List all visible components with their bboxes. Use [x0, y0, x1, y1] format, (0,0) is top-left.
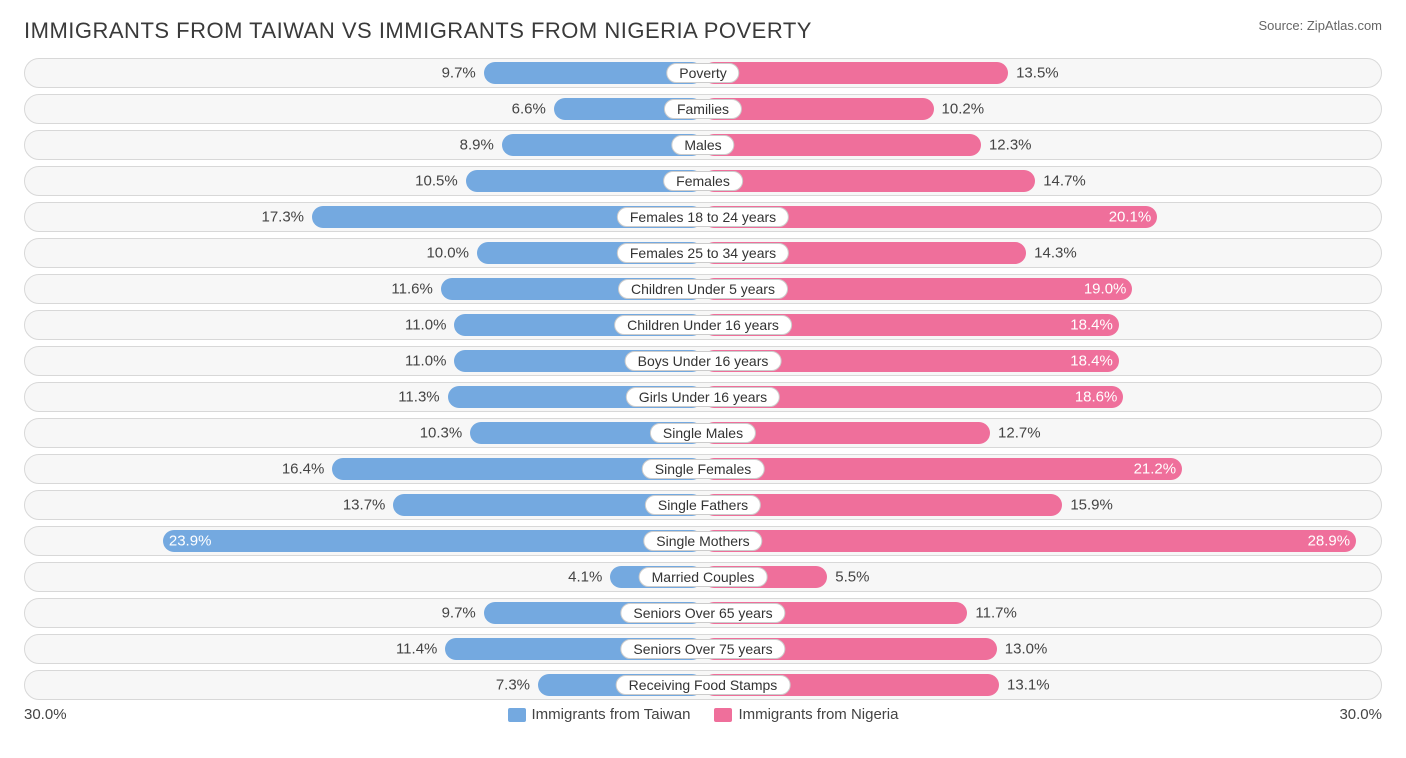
axis-max-left: 30.0% [24, 706, 67, 723]
bar-nigeria: 12.3% [703, 134, 981, 156]
category-label: Seniors Over 65 years [620, 603, 785, 623]
chart-row: 16.4% 21.2% Single Females [24, 454, 1382, 484]
category-label: Children Under 5 years [618, 279, 788, 299]
bar-nigeria: 14.7% [703, 170, 1035, 192]
bar-value-label: 13.0% [997, 641, 1048, 658]
chart-source: Source: ZipAtlas.com [1258, 18, 1382, 33]
bar-value-label: 7.3% [496, 677, 538, 694]
bar-value-label: 11.0% [405, 353, 454, 370]
bar-value-label: 15.9% [1062, 497, 1113, 514]
header: IMMIGRANTS FROM TAIWAN VS IMMIGRANTS FRO… [24, 18, 1382, 44]
legend-item-taiwan: Immigrants from Taiwan [508, 706, 691, 723]
chart-row: 9.7%13.5%Poverty [24, 58, 1382, 88]
bar-value-label: 14.7% [1035, 173, 1086, 190]
bar-value-label: 21.2% [1134, 461, 1177, 478]
chart-title: IMMIGRANTS FROM TAIWAN VS IMMIGRANTS FRO… [24, 18, 812, 44]
chart-row: 11.0% 18.4% Boys Under 16 years [24, 346, 1382, 376]
bar-nigeria: 21.2% [703, 458, 1182, 480]
chart-row: 4.1% 5.5% Married Couples [24, 562, 1382, 592]
chart-row: 17.3% 20.1% Females 18 to 24 years [24, 202, 1382, 232]
legend-label: Immigrants from Taiwan [532, 706, 691, 723]
bar-value-label: 8.9% [460, 137, 502, 154]
bar-value-label: 10.3% [420, 425, 471, 442]
chart-row: 7.3% 13.1% Receiving Food Stamps [24, 670, 1382, 700]
category-label: Females 18 to 24 years [617, 207, 789, 227]
category-label: Females [663, 171, 743, 191]
category-label: Single Males [650, 423, 756, 443]
bar-value-label: 11.0% [405, 317, 454, 334]
bar-value-label: 18.4% [1070, 317, 1113, 334]
legend-swatch-icon [714, 708, 732, 722]
bar-value-label: 28.9% [1308, 533, 1351, 550]
bar-value-label: 9.7% [442, 605, 484, 622]
category-label: Receiving Food Stamps [616, 675, 791, 695]
bar-value-label: 11.6% [391, 281, 440, 298]
chart-footer: 30.0% Immigrants from Taiwan Immigrants … [24, 706, 1382, 723]
bar-value-label: 13.7% [343, 497, 394, 514]
bar-value-label: 12.7% [990, 425, 1041, 442]
chart-row: 10.5%14.7%Females [24, 166, 1382, 196]
category-label: Single Females [642, 459, 765, 479]
chart-row: 11.6% 19.0% Children Under 5 years [24, 274, 1382, 304]
bar-value-label: 11.7% [967, 605, 1016, 622]
bar-value-label: 14.3% [1026, 245, 1077, 262]
bar-value-label: 18.4% [1070, 353, 1113, 370]
category-label: Males [671, 135, 734, 155]
bar-value-label: 10.5% [415, 173, 466, 190]
category-label: Families [664, 99, 742, 119]
chart-row: 6.6% 10.2% Families [24, 94, 1382, 124]
legend-swatch-icon [508, 708, 526, 722]
chart-row: 11.3% 18.6% Girls Under 16 years [24, 382, 1382, 412]
category-label: Married Couples [639, 567, 768, 587]
bar-value-label: 13.1% [999, 677, 1050, 694]
bar-nigeria: 28.9% [703, 530, 1356, 552]
chart-row: 10.3% 12.7% Single Males [24, 418, 1382, 448]
chart-row: 11.4% 13.0% Seniors Over 75 years [24, 634, 1382, 664]
bar-value-label: 23.9% [169, 533, 212, 550]
bar-value-label: 5.5% [827, 569, 869, 586]
bar-value-label: 17.3% [261, 209, 312, 226]
category-label: Girls Under 16 years [626, 387, 780, 407]
axis-max-right: 30.0% [1339, 706, 1382, 723]
bar-value-label: 19.0% [1084, 281, 1127, 298]
chart-row: 13.7% 15.9% Single Fathers [24, 490, 1382, 520]
chart-row: 8.9%12.3%Males [24, 130, 1382, 160]
legend-item-nigeria: Immigrants from Nigeria [714, 706, 898, 723]
bar-value-label: 10.2% [934, 101, 985, 118]
chart-row: 10.0% 14.3% Females 25 to 34 years [24, 238, 1382, 268]
category-label: Children Under 16 years [614, 315, 792, 335]
bar-value-label: 6.6% [512, 101, 554, 118]
bar-value-label: 11.4% [396, 641, 445, 658]
chart-row: 9.7% 11.7% Seniors Over 65 years [24, 598, 1382, 628]
chart-row: 23.9% 28.9% Single Mothers [24, 526, 1382, 556]
bar-taiwan: 23.9% [163, 530, 703, 552]
bar-value-label: 4.1% [568, 569, 610, 586]
chart-row: 11.0% 18.4% Children Under 16 years [24, 310, 1382, 340]
bar-value-label: 18.6% [1075, 389, 1118, 406]
bar-value-label: 11.3% [398, 389, 447, 406]
category-label: Single Mothers [643, 531, 762, 551]
bar-value-label: 9.7% [442, 65, 484, 82]
bar-value-label: 10.0% [426, 245, 477, 262]
bar-value-label: 20.1% [1109, 209, 1152, 226]
category-label: Seniors Over 75 years [620, 639, 785, 659]
category-label: Poverty [666, 63, 739, 83]
legend-label: Immigrants from Nigeria [738, 706, 898, 723]
bar-value-label: 12.3% [981, 137, 1032, 154]
bar-nigeria: 13.5% [703, 62, 1008, 84]
category-label: Single Fathers [645, 495, 761, 515]
bar-value-label: 16.4% [282, 461, 333, 478]
bar-value-label: 13.5% [1008, 65, 1059, 82]
legend: Immigrants from Taiwan Immigrants from N… [508, 706, 899, 723]
category-label: Females 25 to 34 years [617, 243, 789, 263]
category-label: Boys Under 16 years [625, 351, 782, 371]
diverging-bar-chart: 9.7%13.5%Poverty6.6%10.2%Families8.9%12.… [24, 58, 1382, 700]
